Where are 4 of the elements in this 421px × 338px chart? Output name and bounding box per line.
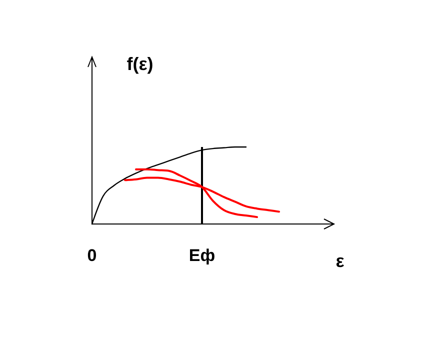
x-tick-label: Eф (188, 246, 216, 265)
x-axis-title: ε (336, 251, 345, 271)
x-tick-label: 0 (87, 246, 97, 265)
y-axis-title: f(ε) (126, 54, 154, 74)
